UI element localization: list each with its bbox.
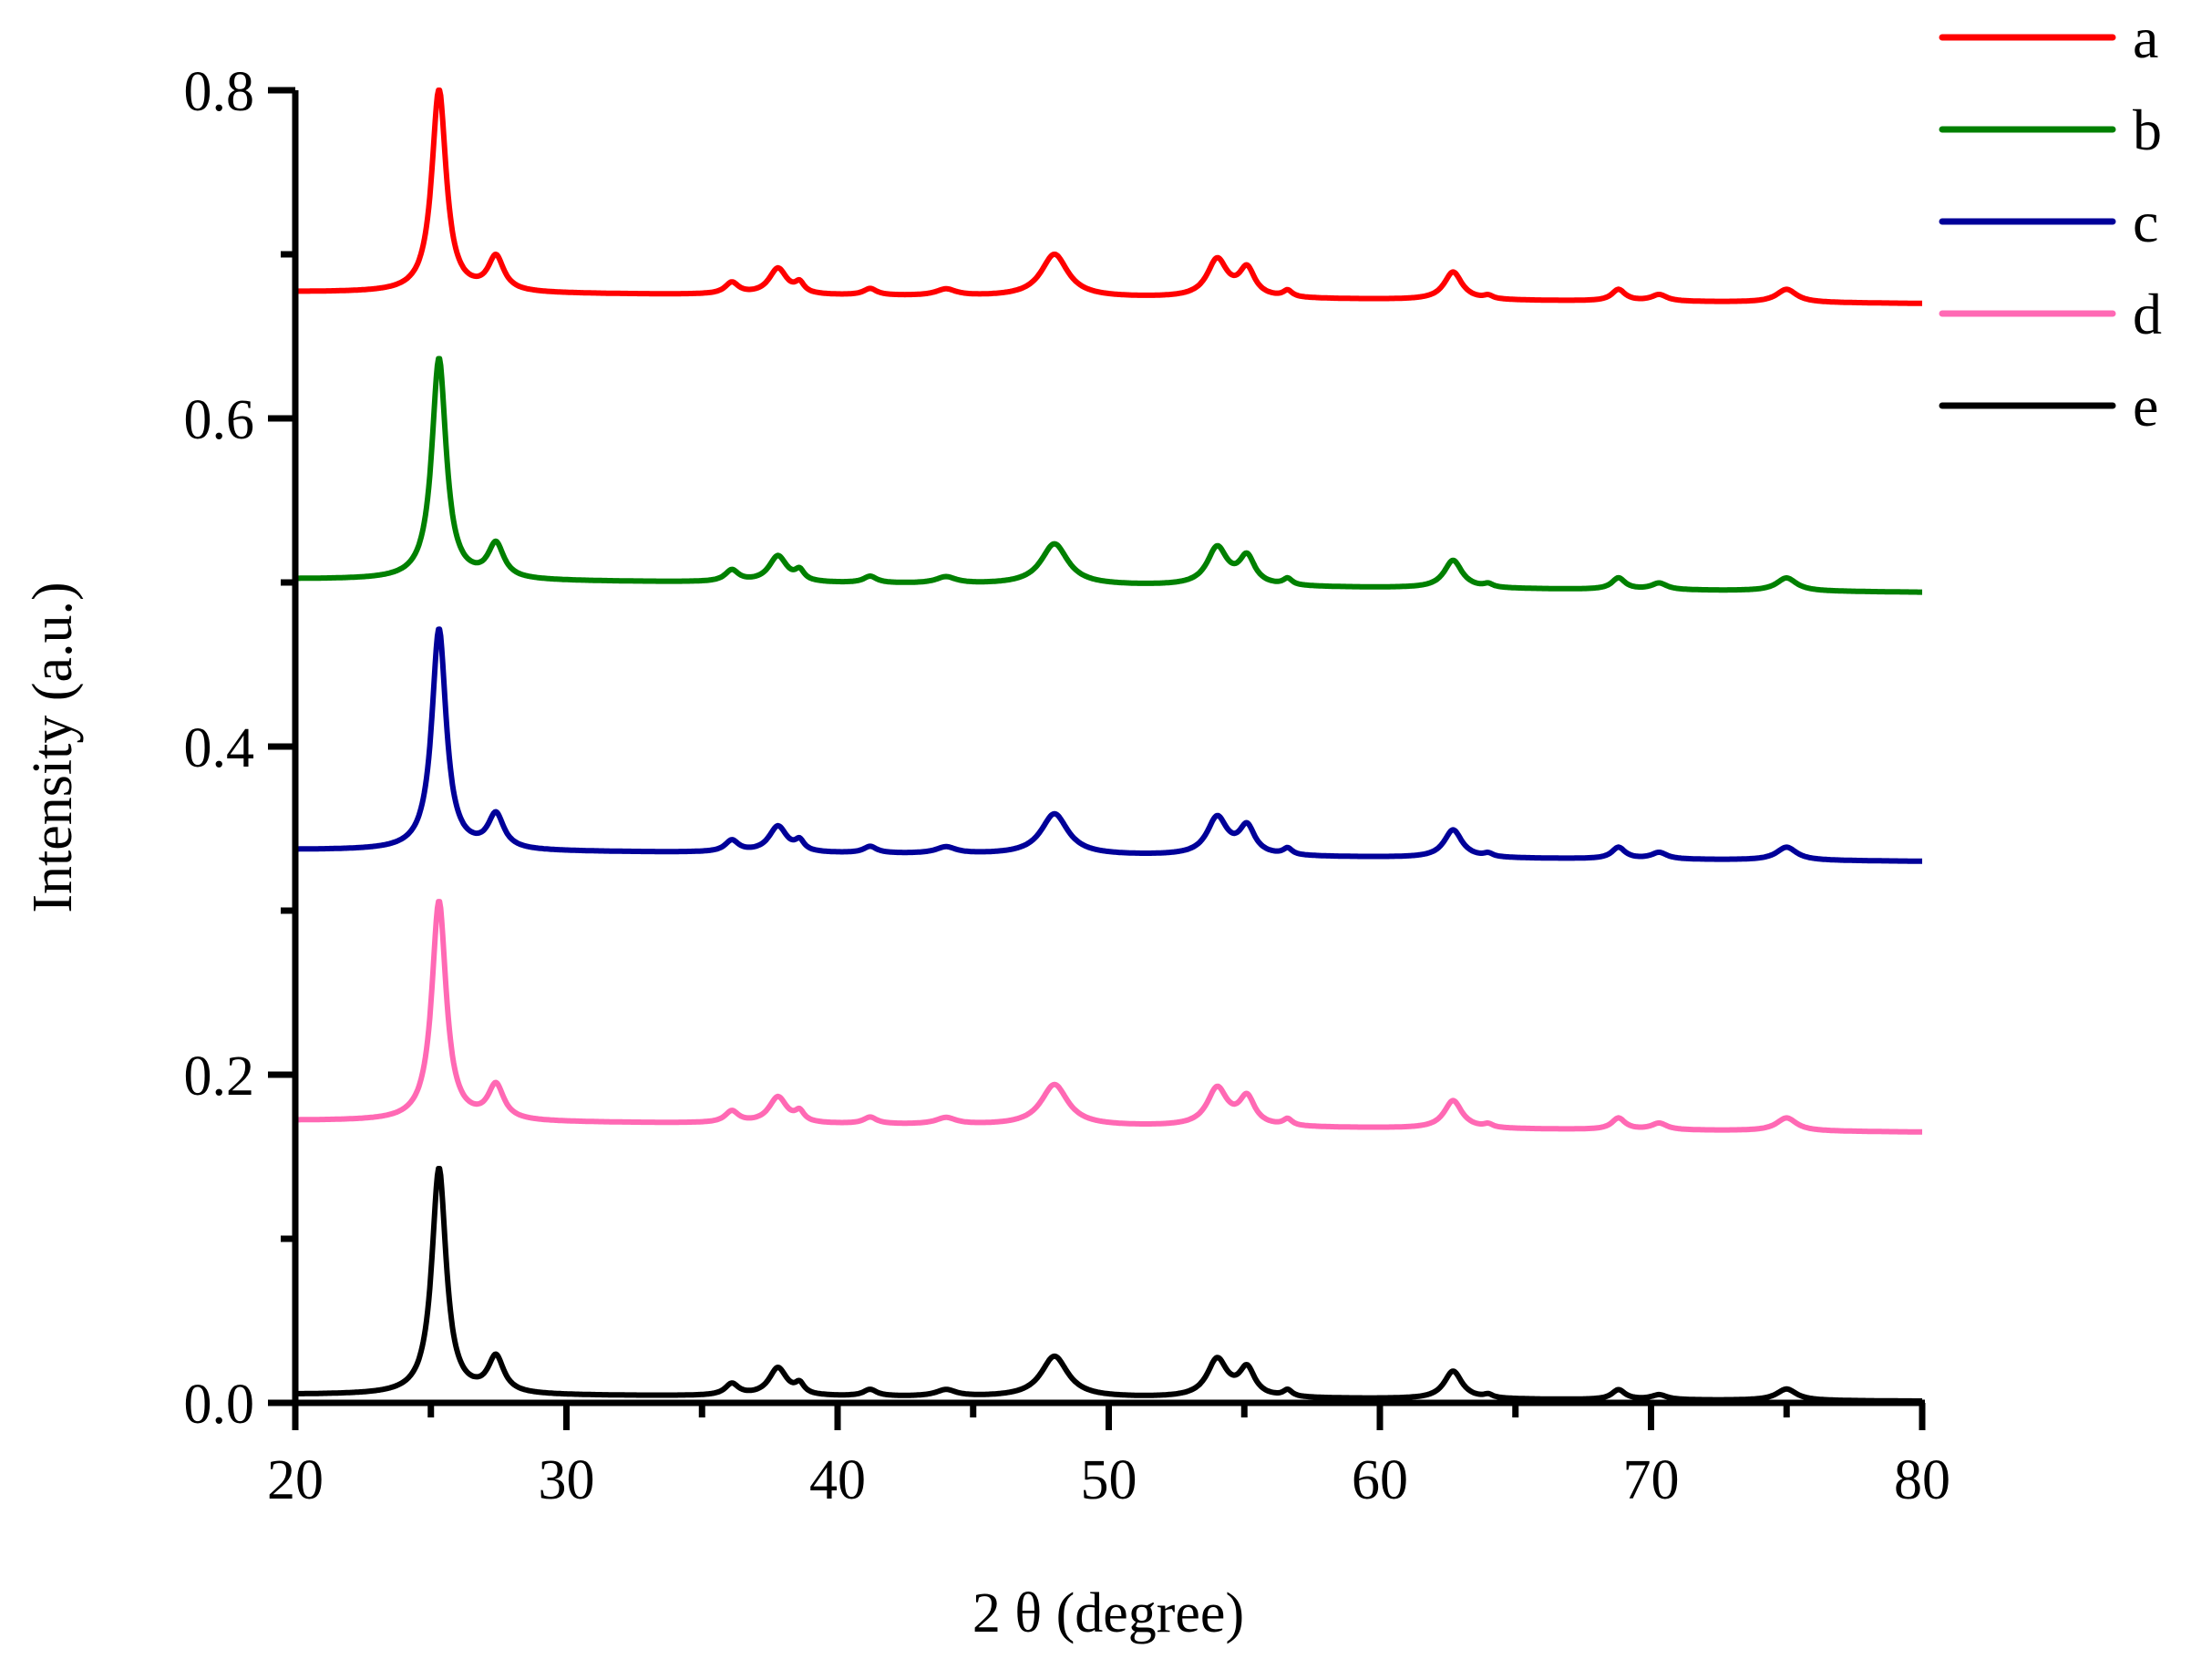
y-axis-title: Intensity (a.u.) [22, 582, 84, 912]
legend-label: a [2133, 5, 2158, 70]
axes: 20 30 40 50 60 70 80 0.0 0.2 0.4 0.6 0.8 [184, 61, 1951, 1511]
legend-item-c: c [1939, 190, 2158, 254]
series-c-line [293, 626, 1924, 864]
x-tick-label: 60 [1352, 1449, 1408, 1511]
y-tick-label: 0.0 [184, 1374, 255, 1436]
x-tick-label: 70 [1623, 1449, 1680, 1511]
x-tick-label: 20 [267, 1449, 324, 1511]
x-tick-label: 80 [1894, 1449, 1950, 1511]
x-tick-label: 30 [539, 1449, 595, 1511]
legend-label: b [2133, 98, 2162, 162]
series-e-line [293, 1166, 1924, 1404]
legend-item-b: b [1939, 98, 2162, 162]
y-tick-label: 0.2 [184, 1046, 255, 1108]
legend-label: c [2133, 190, 2158, 254]
y-tick-label: 0.6 [184, 389, 255, 451]
series-d-line [293, 899, 1924, 1135]
series-layer [293, 88, 1924, 1404]
legend-item-a: a [1939, 5, 2158, 70]
series-b-line [293, 356, 1924, 595]
legend-label: d [2133, 282, 2162, 346]
x-tick-label: 50 [1081, 1449, 1137, 1511]
legend-label: e [2133, 374, 2158, 438]
x-tick-label: 40 [809, 1449, 866, 1511]
legend-item-e: e [1939, 374, 2158, 438]
legend-item-d: d [1939, 282, 2162, 346]
y-tick-label: 0.8 [184, 61, 255, 123]
x-axis-title: 2 θ (degree) [972, 1582, 1244, 1644]
y-tick-label: 0.4 [184, 717, 255, 779]
series-a-line [293, 88, 1924, 306]
